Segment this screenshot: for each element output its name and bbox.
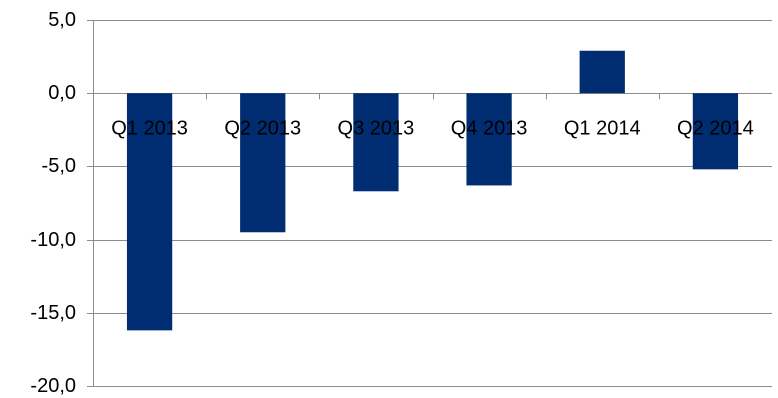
bar	[240, 93, 286, 233]
bar	[579, 50, 625, 94]
bar	[126, 93, 173, 331]
y-tick-label: 5,0	[48, 9, 76, 31]
x-tick-label: Q1 2013	[111, 117, 188, 139]
y-tick-labels: 5,0 0,0 -5,0 -10,0 -15,0 -20,0	[30, 9, 76, 397]
x-tick-label: Q4 2013	[451, 117, 528, 139]
axes	[87, 20, 660, 387]
x-tick-label: Q2 2013	[224, 117, 301, 139]
y-tick-label: -20,0	[30, 375, 76, 397]
gridlines	[93, 20, 772, 387]
x-tick-label: Q3 2013	[338, 117, 415, 139]
x-tick-label: Q1 2014	[564, 117, 641, 139]
x-tick-labels: Q1 2013 Q2 2013 Q3 2013 Q4 2013 Q1 2014 Q2 20…	[111, 117, 754, 139]
bar	[353, 93, 399, 192]
y-tick-label: 0,0	[48, 82, 76, 104]
bars	[126, 50, 739, 331]
x-tick-label: Q2 2014	[677, 117, 754, 139]
y-tick-label: -15,0	[30, 302, 76, 324]
y-tick-label: -10,0	[30, 229, 76, 251]
bar	[466, 93, 512, 186]
y-tick-label: -5,0	[42, 155, 76, 177]
bar	[692, 93, 739, 170]
